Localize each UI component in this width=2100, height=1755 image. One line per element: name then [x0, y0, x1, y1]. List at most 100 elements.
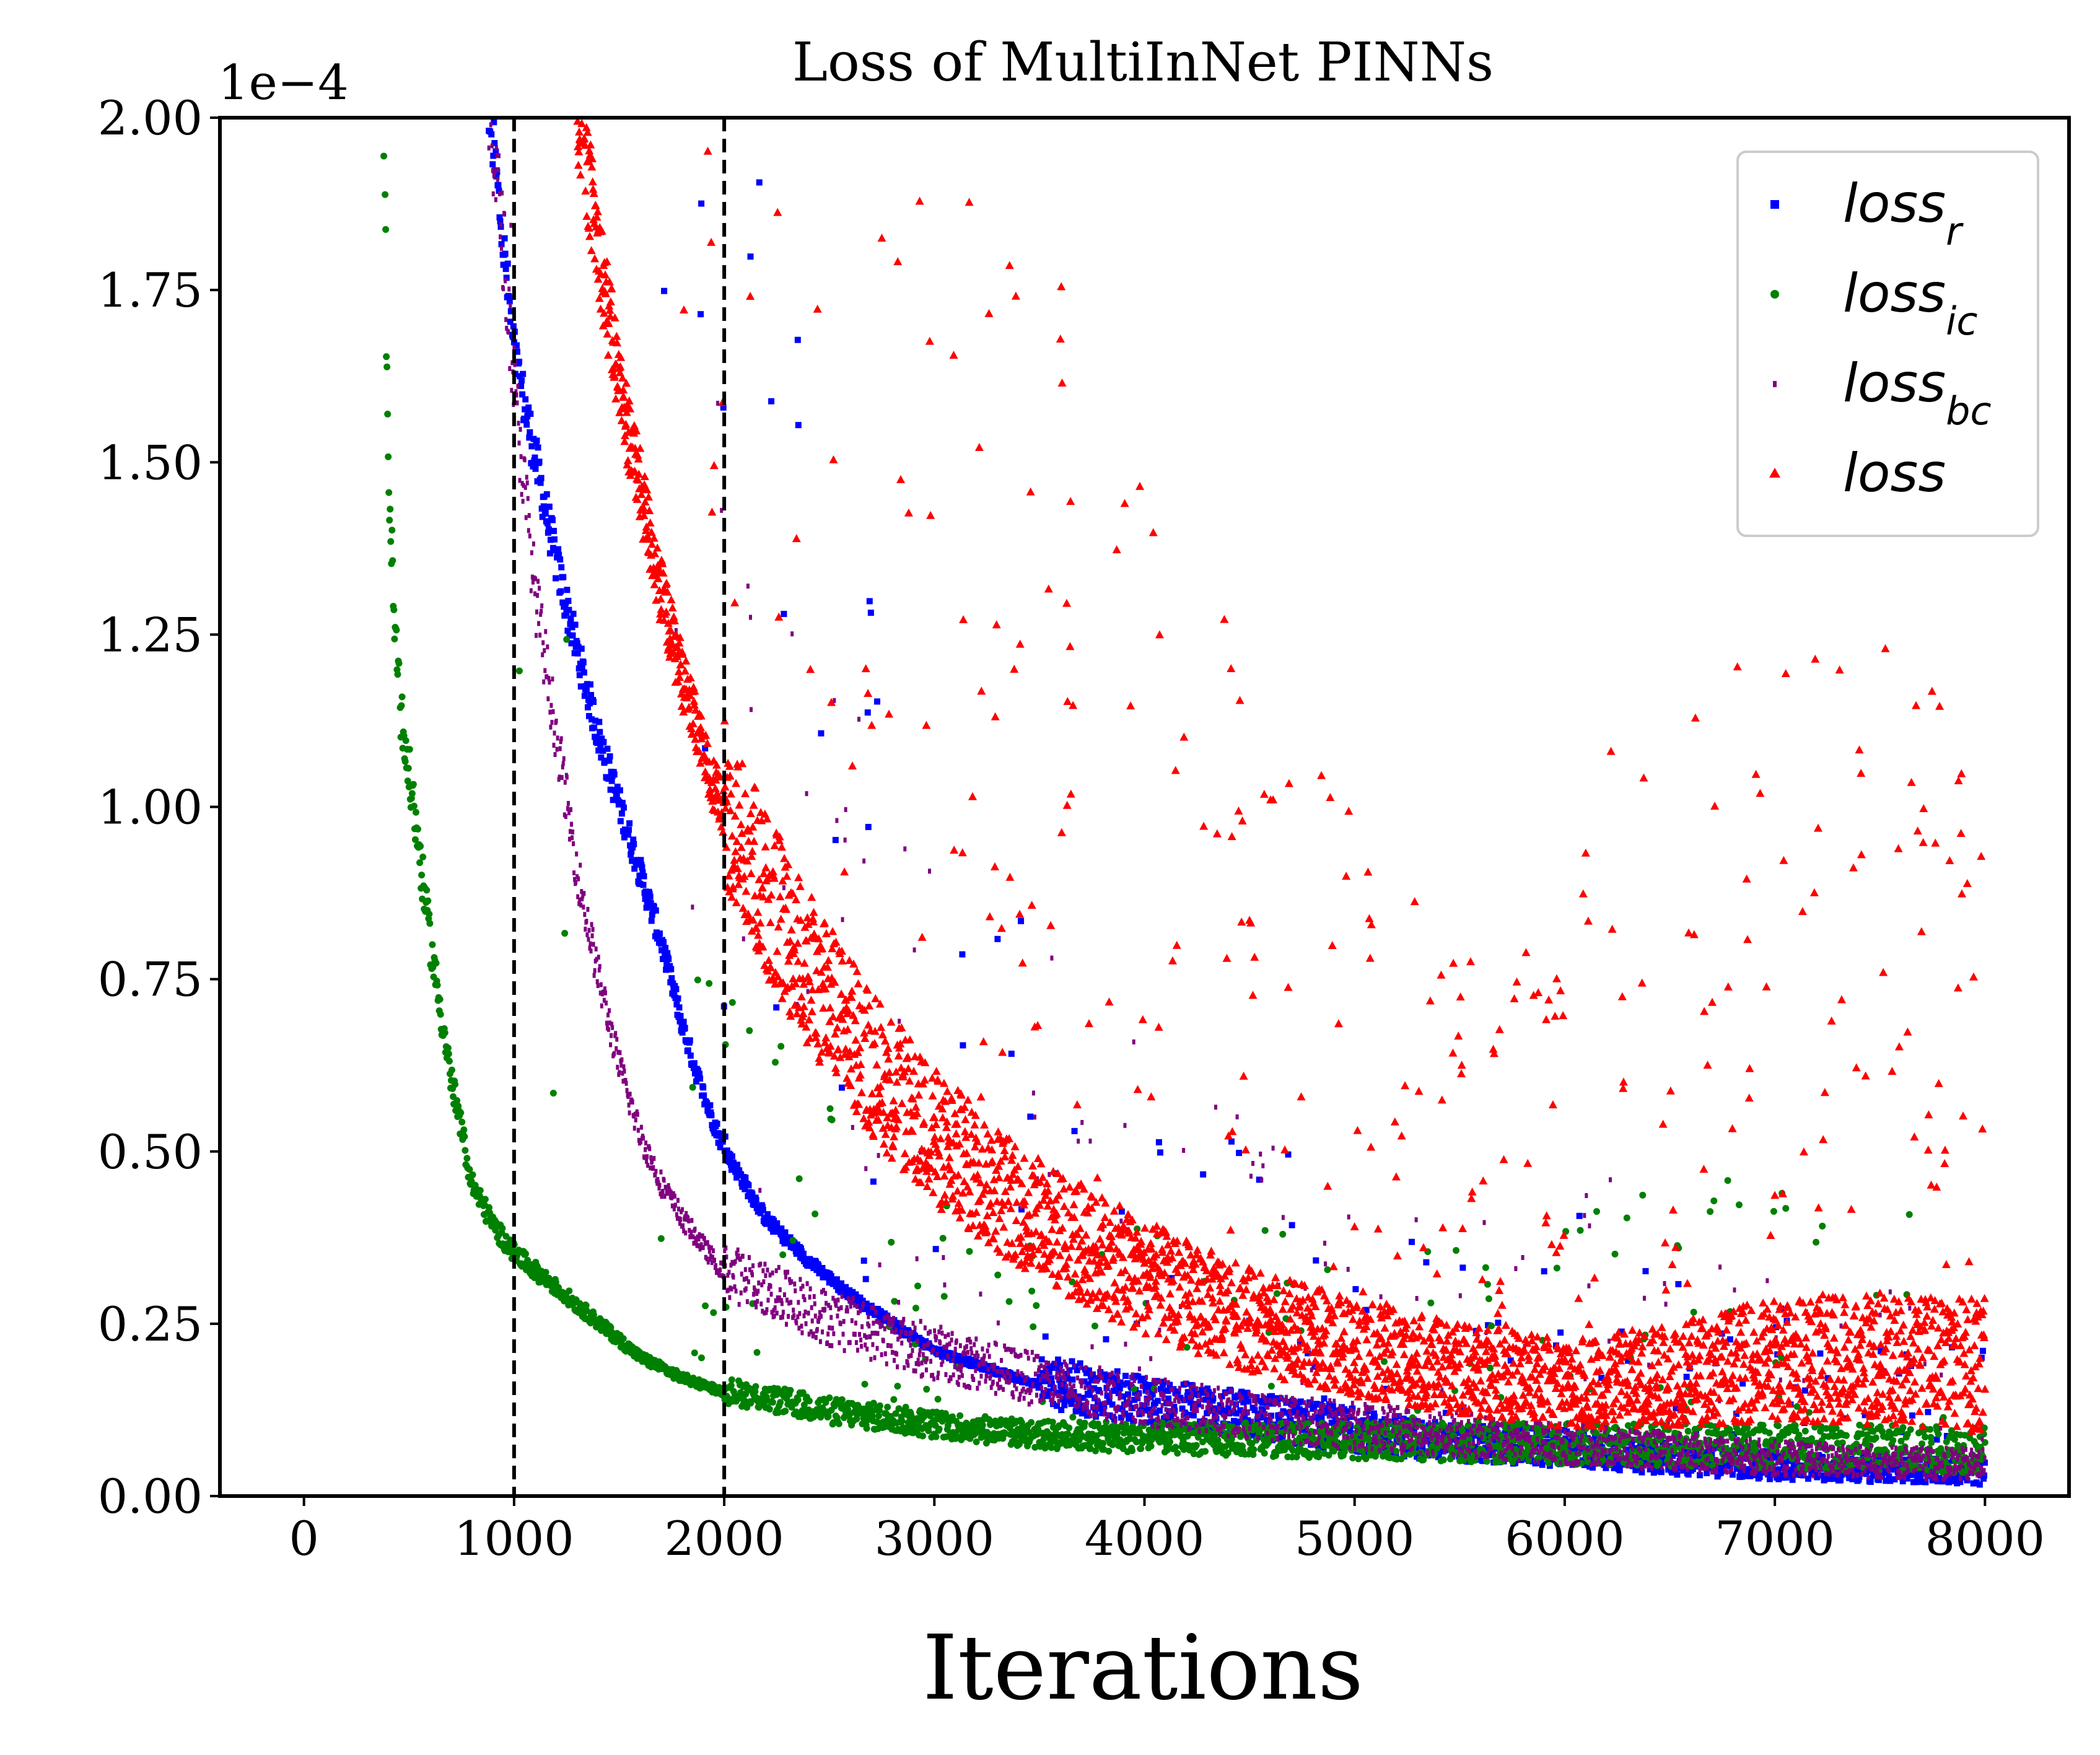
data-point-loss_r [1089, 1377, 1096, 1384]
data-point-loss_bc [503, 211, 507, 217]
data-point-loss_ic [1031, 1443, 1039, 1451]
data-point-loss_r [1259, 1407, 1266, 1414]
data-point-loss_r [604, 745, 611, 752]
data-point-loss_r [1201, 1390, 1207, 1396]
data-point-loss_r [595, 738, 602, 745]
data-point-loss_r [1713, 1466, 1720, 1473]
data-point-loss_r [1142, 1381, 1148, 1388]
data-point-loss_r [1092, 1407, 1099, 1414]
data-point-loss_bc [520, 492, 523, 497]
data-point-loss_r [1109, 1401, 1116, 1408]
data-point-loss_r [1058, 1407, 1065, 1414]
data-point-loss_r [1322, 1409, 1329, 1416]
data-point-loss_r [815, 1263, 822, 1269]
data-point-loss_r [1453, 1430, 1460, 1437]
data-point-loss_r [1878, 1348, 1884, 1355]
data-point-loss_ic [892, 1410, 899, 1417]
data-point-loss_r [1477, 1437, 1484, 1444]
data-point-loss_bc [496, 167, 500, 173]
data-point-loss_ic [779, 1251, 787, 1258]
data-point-loss_r [1658, 1469, 1665, 1476]
data-point-loss_r [1378, 1418, 1385, 1425]
data-point-loss_bc [530, 550, 533, 556]
data-point-loss_ic [1315, 1448, 1322, 1455]
data-point-loss_r [839, 1084, 846, 1091]
data-point-loss_ic [406, 746, 413, 753]
data-point-loss_r [1867, 1479, 1874, 1486]
data-point-loss_bc [521, 499, 525, 504]
data-point-loss_r [1071, 1127, 1078, 1134]
data-point-loss_r [566, 606, 572, 613]
data-point-loss_r [506, 298, 513, 305]
data-point-loss_ic [727, 1382, 735, 1390]
data-point-loss_ic [469, 1171, 476, 1178]
data-point-loss_r [1110, 1388, 1117, 1394]
data-point-loss_r [1046, 1368, 1052, 1375]
data-point-loss_ic [436, 996, 444, 1003]
data-point-loss_ic [414, 825, 422, 833]
data-point-loss_bc [540, 608, 543, 614]
data-point-loss_r [585, 712, 592, 719]
data-point-loss_r [1119, 1393, 1126, 1400]
data-point-loss_r [1780, 1474, 1787, 1481]
data-point-loss_r [1979, 1347, 1986, 1354]
data-point-loss_ic [552, 1279, 559, 1286]
data-point-loss_r [1805, 1475, 1812, 1482]
data-point-loss_ic [1147, 1442, 1155, 1450]
data-point-loss_ic [582, 1302, 590, 1309]
data-point-loss_ic [1509, 1458, 1516, 1466]
data-point-loss_r [751, 1202, 758, 1209]
data-point-loss_r [1008, 1051, 1015, 1057]
data-point-loss_ic [405, 764, 412, 772]
data-point-loss_r [1218, 1393, 1225, 1399]
data-point-loss_ic [1349, 1454, 1357, 1461]
data-point-loss_ic [1770, 1208, 1777, 1215]
data-point-loss_ic [481, 1196, 489, 1203]
data-point-loss_r [1756, 1469, 1762, 1476]
data-point-loss_ic [805, 1397, 813, 1404]
data-point-loss_r [1303, 1411, 1310, 1417]
data-point-loss_ic [411, 836, 419, 843]
data-point-loss_ic [417, 842, 424, 850]
data-point-loss_ic [1190, 1450, 1197, 1458]
data-point-loss_ic [1684, 1427, 1692, 1435]
data-point-loss_r [612, 787, 619, 794]
data-point-loss_ic [515, 667, 523, 675]
data-point-loss_bc [525, 475, 528, 480]
data-point-loss_r [1539, 1461, 1546, 1468]
data-point-loss_r [1459, 1264, 1466, 1271]
data-point-loss_r [519, 391, 526, 398]
data-point-loss_r [1787, 1471, 1793, 1478]
data-point-loss_r [1598, 1375, 1605, 1381]
data-point-loss_r [665, 956, 672, 963]
data-point-loss_r [502, 250, 509, 257]
data-point-loss_r [606, 757, 613, 764]
data-point-loss_r [639, 869, 646, 876]
data-point-loss_r [1131, 1396, 1138, 1403]
data-point-loss_r [1085, 1367, 1092, 1374]
data-point-loss_ic [948, 1413, 956, 1420]
data-point-loss_bc [526, 496, 530, 501]
data-point-loss_r [611, 771, 618, 778]
data-point-loss_ic [1163, 1446, 1171, 1454]
data-point-loss_r [833, 1276, 840, 1283]
data-point-loss_r [675, 995, 681, 1002]
data-point-loss_r [574, 640, 580, 647]
data-point-loss_ic [441, 1029, 448, 1036]
data-point-loss_ic [1440, 1456, 1447, 1464]
data-point-loss_ic [1448, 1444, 1456, 1451]
data-point-loss_r [1363, 1306, 1370, 1313]
data-point-loss_r [698, 311, 704, 318]
data-point-loss_ic [1137, 1445, 1145, 1452]
data-point-loss_ic [939, 1235, 947, 1242]
data-point-loss_r [1318, 1415, 1325, 1422]
data-point-loss_r [544, 520, 551, 527]
data-point-loss_ic [835, 1420, 842, 1427]
data-point-loss_r [533, 437, 540, 444]
data-point-loss_r [1190, 1412, 1197, 1419]
data-point-loss_r [1244, 1390, 1251, 1396]
data-point-loss_ic [1624, 1422, 1632, 1429]
data-point-loss_bc [525, 480, 529, 486]
data-point-loss_ic [1033, 1302, 1040, 1309]
